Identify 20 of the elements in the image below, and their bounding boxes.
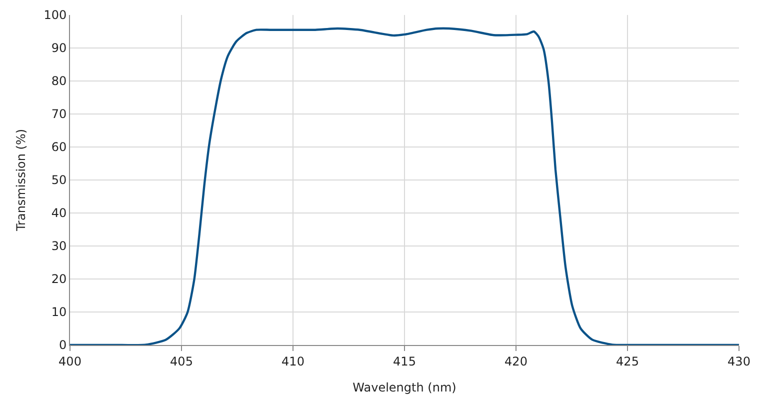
y-tick-label: 70 xyxy=(51,107,67,122)
y-tick-label: 10 xyxy=(51,305,67,320)
y-axis-title: Transmission (%) xyxy=(14,128,28,232)
x-tick-label: 415 xyxy=(393,354,416,368)
y-tick-label: 20 xyxy=(51,272,67,286)
y-tick-label: 80 xyxy=(51,74,67,88)
y-tick-label: 40 xyxy=(51,206,67,220)
y-tick-label: 90 xyxy=(51,41,67,56)
x-tick-label: 405 xyxy=(170,354,193,368)
y-tick-label: 0 xyxy=(58,338,67,352)
x-tick-label: 420 xyxy=(504,354,528,368)
x-tick-label: 410 xyxy=(282,354,304,368)
y-tick-label: 30 xyxy=(51,239,67,254)
x-tick-label: 400 xyxy=(58,354,82,368)
x-axis-title: Wavelength (nm) xyxy=(352,380,456,394)
y-tick-label: 50 xyxy=(51,173,67,188)
x-tick-label: 430 xyxy=(728,354,750,368)
y-tick-label: 100 xyxy=(44,8,67,22)
y-tick-label: 60 xyxy=(51,140,67,154)
x-tick-label: 425 xyxy=(616,354,639,368)
